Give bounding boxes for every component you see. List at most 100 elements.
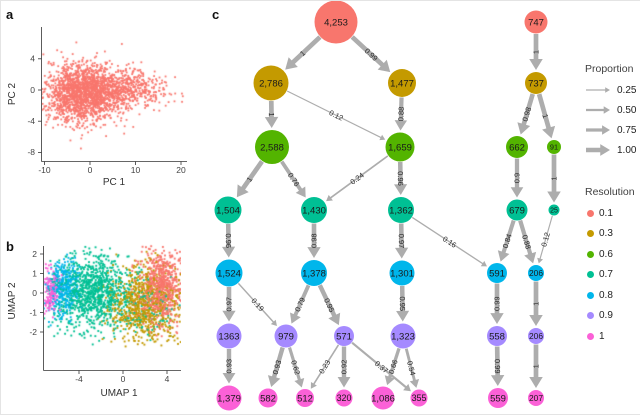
cluster-node-count: 1363 xyxy=(218,331,239,342)
resolution-value-label: 0.1 xyxy=(599,208,613,219)
cluster-node-count: 1,524 xyxy=(217,268,241,279)
y-tick-label: 4 xyxy=(30,54,35,64)
y-tick-label: 2 xyxy=(32,249,37,259)
edge-proportion-label: 1 xyxy=(550,176,559,180)
resolution-value-label: 0.9 xyxy=(599,310,613,321)
edge-proportion-label: 0.95 xyxy=(398,296,407,311)
proportion-arrow-icon xyxy=(585,144,612,156)
cluster-node-count: 591 xyxy=(489,268,505,279)
arrow-head xyxy=(605,87,610,92)
resolution-legend-entry: 0.6 xyxy=(585,244,640,265)
resolution-value-label: 0.7 xyxy=(599,269,613,280)
resolution-dot-icon xyxy=(587,333,594,340)
proportion-arrow-icon xyxy=(585,104,612,116)
y-tick-label: 0 xyxy=(32,288,37,298)
cluster-node-count: 747 xyxy=(528,17,544,28)
cluster-node-count: 1,362 xyxy=(389,205,413,216)
edge-arrowhead-icon xyxy=(396,311,409,322)
proportion-value-label: 1.00 xyxy=(617,145,636,156)
y-tick-label: -4 xyxy=(27,116,35,126)
cluster-node-count: 582 xyxy=(260,393,276,404)
edge-proportion-label: 0.98 xyxy=(520,106,533,123)
y-tick-label: -8 xyxy=(27,147,35,157)
edge-arrowhead-icon xyxy=(265,117,278,128)
resolution-legend-entry: 0.9 xyxy=(585,306,640,327)
edge-proportion-label: 0.9 xyxy=(513,173,522,183)
cluster-node-count: 91 xyxy=(550,143,558,152)
edge-proportion-label: 0.97 xyxy=(225,297,234,312)
x-tick-label: 4 xyxy=(165,374,170,384)
proportion-value-label: 0.75 xyxy=(617,125,636,136)
cluster-node-count: 206 xyxy=(529,331,543,341)
cluster-node-count: 2,588 xyxy=(260,142,284,153)
resolution-dot-icon xyxy=(587,251,594,258)
cluster-node-count: 571 xyxy=(336,331,352,342)
cluster-node-count: 206 xyxy=(529,268,543,278)
edge-proportion-label: 0.99 xyxy=(493,359,502,374)
resolution-legend-title: Resolution xyxy=(585,186,640,198)
edge-arrowhead-icon xyxy=(547,192,560,203)
edge-arrowhead-icon xyxy=(511,187,524,197)
cluster-node-count: 679 xyxy=(509,205,525,216)
edge-proportion-label: 0.16 xyxy=(441,234,458,250)
edge-proportion-label: 0.96 xyxy=(396,171,405,186)
resolution-value-label: 0.3 xyxy=(599,228,613,239)
cluster-node-count: 1,379 xyxy=(217,393,241,404)
resolution-legend-entry: 0.1 xyxy=(585,203,640,224)
resolution-legend-entry: 0.7 xyxy=(585,265,640,286)
cluster-node-count: 1,504 xyxy=(216,205,240,216)
arrow-head xyxy=(600,144,610,156)
edge-proportion-label: 1 xyxy=(532,364,541,368)
edge-arrowhead-icon xyxy=(222,247,235,258)
edge-arrowhead-icon xyxy=(542,126,555,138)
edge-proportion-label: 0.12 xyxy=(328,108,345,123)
proportion-value-label: 0.25 xyxy=(617,85,636,96)
proportion-arrow-icon xyxy=(585,84,612,96)
edge-proportion-label: 0.88 xyxy=(396,107,405,122)
edge-proportion-label: 0.62 xyxy=(289,359,302,376)
cluster-node-count: 207 xyxy=(529,393,543,403)
resolution-value-label: 0.8 xyxy=(599,290,613,301)
cluster-node-count: 1,301 xyxy=(390,268,414,279)
proportion-legend-entry: 0.25 xyxy=(585,80,640,100)
cluster-node-count: 320 xyxy=(337,393,352,403)
arrow-head xyxy=(604,106,610,113)
pca-x-axis-title: PC 1 xyxy=(103,177,126,188)
resolution-legend-entry: 0.8 xyxy=(585,285,640,306)
proportion-arrow-icon xyxy=(585,124,612,136)
edge-arrowhead-icon xyxy=(223,373,236,384)
x-tick-label: 20 xyxy=(176,165,186,175)
edge-arrowhead-icon xyxy=(338,377,351,387)
x-tick-label: -10 xyxy=(38,165,51,175)
resolution-dot-icon xyxy=(587,230,594,237)
proportion-legend-entry: 1.00 xyxy=(585,140,640,160)
edge-arrowhead-icon xyxy=(410,379,419,388)
y-tick-label: -1 xyxy=(29,307,37,317)
edge-proportion-label: 0.99 xyxy=(493,296,502,311)
edge-proportion-label: 0.98 xyxy=(310,233,319,248)
arrow-head xyxy=(602,125,610,134)
edge-arrowhead-icon xyxy=(529,377,542,388)
x-tick-label: 0 xyxy=(121,374,126,384)
edge-proportion-label: 1 xyxy=(267,112,276,116)
edge-proportion-label: 0.54 xyxy=(405,360,417,376)
cluster-node-count: 4,253 xyxy=(324,17,348,28)
cluster-node-count: 558 xyxy=(489,331,505,342)
edge-arrowhead-icon xyxy=(529,315,542,326)
cluster-node-count: 1,378 xyxy=(302,268,326,279)
edge-arrowhead-icon xyxy=(529,59,542,70)
cluster-node-count: 512 xyxy=(297,393,313,404)
y-tick-label: -2 xyxy=(29,327,37,337)
proportion-legend-title: Proportion xyxy=(585,63,640,75)
y-tick-label: 0 xyxy=(30,85,35,95)
resolution-value-label: 0.6 xyxy=(599,249,613,260)
edge-arrowhead-icon xyxy=(395,248,408,259)
umap-y-axis-title: UMAP 2 xyxy=(7,282,18,319)
resolution-legend-entry: 0.3 xyxy=(585,224,640,245)
edge-proportion-label: 0.93 xyxy=(271,359,284,376)
resolution-dot-icon xyxy=(587,210,594,217)
